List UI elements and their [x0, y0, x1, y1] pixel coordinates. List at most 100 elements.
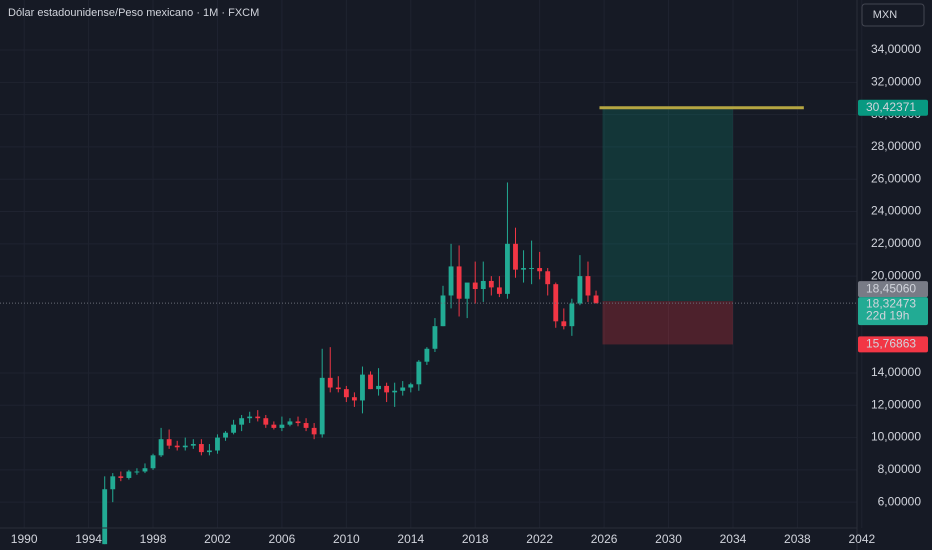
candle-body	[392, 390, 398, 393]
candle-body	[505, 243, 510, 294]
candle-body	[215, 437, 220, 451]
candle-body	[166, 439, 172, 446]
candle-body	[190, 444, 196, 446]
y-tick-label: 24,00000	[871, 204, 921, 218]
candle-body	[110, 476, 116, 490]
candle-body	[223, 432, 228, 438]
candle-body	[311, 427, 317, 435]
candle-body	[150, 455, 156, 469]
candle-body	[327, 377, 333, 388]
candle-body	[182, 445, 188, 448]
y-tick-label: 28,00000	[871, 139, 921, 153]
candle-body	[287, 421, 293, 425]
candle-body	[102, 489, 108, 545]
price-label: 18,45060	[866, 281, 916, 295]
candle-body	[408, 384, 414, 388]
candle-body	[247, 416, 253, 419]
candle-body	[464, 282, 470, 299]
candle-body	[561, 321, 567, 327]
candle-body	[480, 280, 486, 290]
x-tick-label: 1990	[11, 532, 38, 546]
price-label: 15,76863	[866, 337, 916, 351]
candle-body	[263, 418, 269, 425]
candle-body	[279, 424, 285, 428]
candle-body	[384, 385, 390, 393]
candle-body	[448, 266, 454, 296]
y-tick-label: 34,00000	[871, 42, 921, 56]
candle-body	[319, 377, 325, 435]
candle-body	[351, 397, 357, 401]
candle-body	[118, 476, 124, 478]
y-tick-label: 10,00000	[871, 430, 921, 444]
axes: 1990 1994 1998 2002 2006 2010 2014 2018 2022 2026…	[11, 42, 928, 546]
candle-body	[577, 276, 583, 304]
candle-body	[174, 445, 180, 448]
currency-button[interactable]	[861, 3, 925, 27]
y-tick-label: 14,00000	[871, 365, 921, 379]
grid	[0, 0, 863, 528]
price-label-box	[858, 336, 928, 353]
candle-body	[255, 416, 261, 419]
candle-body	[585, 276, 591, 296]
candle-body	[569, 303, 575, 327]
y-tick-label: 12,00000	[871, 397, 921, 411]
candle-body	[440, 295, 446, 327]
candle-body	[239, 418, 245, 425]
chart-title: Dólar estadounidense/Peso mexicano · 1M …	[8, 7, 259, 19]
y-tick-label: 6,00000	[878, 494, 922, 508]
y-tick-label: 26,00000	[871, 171, 921, 185]
x-tick-label: 2014	[397, 532, 424, 546]
candle-body	[416, 361, 422, 385]
x-tick-label: 2034	[720, 532, 747, 546]
plot	[0, 106, 857, 545]
x-tick-label: 2010	[333, 532, 360, 546]
candle-body	[142, 468, 148, 472]
x-tick-label: 2042	[848, 532, 875, 546]
candle-body	[488, 280, 494, 288]
candle-body	[231, 424, 236, 433]
candle-body	[432, 326, 438, 349]
candle-body	[198, 444, 204, 453]
y-tick-label: 8,00000	[878, 462, 922, 476]
y-tick-label: 22,00000	[871, 236, 921, 250]
candle-body	[537, 268, 543, 272]
last-price-label: 18,32473	[866, 296, 916, 310]
candle-body	[513, 243, 518, 270]
x-tick-label: 1994	[75, 532, 102, 546]
x-tick-label: 1998	[140, 532, 167, 546]
candle-body	[335, 387, 341, 390]
candle-body	[271, 424, 277, 428]
candle-body	[593, 295, 599, 304]
x-tick-label: 2002	[204, 532, 231, 546]
currency-label[interactable]: MXN	[873, 9, 898, 21]
y-tick-label: 32,00000	[871, 75, 921, 89]
candle-body	[295, 421, 301, 424]
x-tick-label: 2030	[655, 532, 682, 546]
candle-body	[360, 374, 365, 401]
countdown-label: 22d 19h	[866, 308, 909, 322]
x-tick-label: 2018	[462, 532, 489, 546]
candle-body	[496, 287, 502, 294]
candle-body	[368, 374, 373, 390]
x-tick-label: 2022	[526, 532, 553, 546]
x-tick-label: 2038	[784, 532, 811, 546]
candle-body	[126, 471, 132, 478]
candle-body	[545, 271, 551, 285]
candle-body	[400, 387, 406, 391]
price-label: 30,42371	[866, 100, 916, 114]
x-tick-label: 2026	[591, 532, 618, 546]
candle-body	[424, 348, 430, 362]
candle-body	[343, 389, 349, 398]
loss-zone	[602, 301, 733, 345]
last-price-box	[858, 297, 928, 326]
price-label-box	[858, 99, 928, 116]
candle-body	[376, 385, 381, 390]
profit-zone	[602, 107, 733, 302]
candle-body	[521, 268, 526, 270]
candle-body	[158, 439, 164, 456]
candle-body	[472, 282, 478, 290]
y-tick-label: 20,00000	[871, 268, 921, 282]
candle-body	[207, 450, 212, 453]
